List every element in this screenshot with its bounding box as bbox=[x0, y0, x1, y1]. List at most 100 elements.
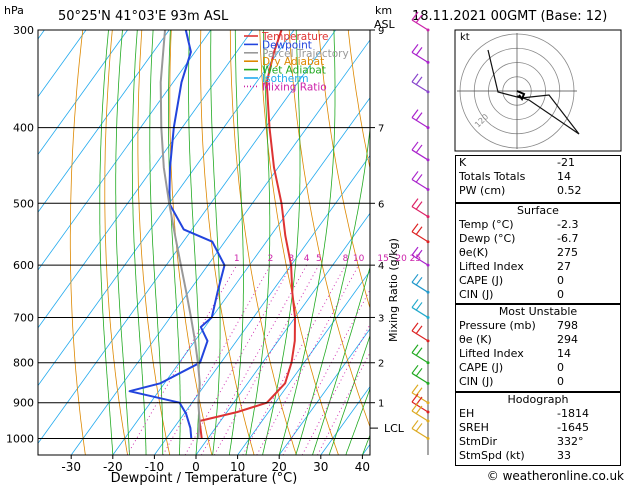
plot-series bbox=[128, 30, 296, 439]
pressure-tick-label: 300 bbox=[13, 24, 34, 37]
hodograph-row: EH -1814 bbox=[456, 407, 620, 421]
mixing-ratio-line bbox=[256, 264, 359, 455]
km-label: km bbox=[375, 4, 392, 17]
mixing-ratio-label: 2 bbox=[268, 254, 274, 264]
wind-barb-shaft bbox=[411, 330, 429, 342]
wind-barb-flag bbox=[411, 171, 419, 180]
wind-barb-flag bbox=[411, 141, 419, 151]
wet-adiabat-line bbox=[245, 30, 271, 455]
wind-barb-dot bbox=[426, 215, 430, 219]
km-tick-label: 3 bbox=[378, 313, 384, 324]
datetime-title: 18.11.2021 00GMT (Base: 12) bbox=[412, 9, 607, 24]
mixing-ratio-label: 10 bbox=[353, 254, 365, 264]
x-tick-label: 40 bbox=[355, 460, 370, 474]
surface-label: θe(K) bbox=[459, 246, 489, 259]
hodograph-box: Hodograph EH -1814 SREH -1645 StmDir 332° S… bbox=[455, 392, 621, 466]
surface-value: 0 bbox=[557, 274, 564, 287]
dry-adiabat-line bbox=[169, 30, 213, 455]
plot-grid bbox=[38, 30, 370, 455]
wind-barb-flag bbox=[415, 76, 423, 86]
legend-label: Wet Adiabat bbox=[262, 65, 326, 77]
indices-table: K -21 Totals Totals 14 PW (cm) 0.52 bbox=[456, 156, 620, 198]
mixing-ratio-label: 15 bbox=[377, 254, 388, 264]
mixing-ratio-line bbox=[162, 264, 271, 455]
pressure-tick-label: 600 bbox=[13, 259, 34, 272]
pressure-tick-label: 500 bbox=[13, 197, 34, 210]
wind-barb-flag bbox=[411, 43, 419, 53]
indices-row: Totals Totals 14 bbox=[456, 170, 620, 184]
wind-barb-shaft bbox=[411, 81, 429, 93]
most-unstable-row: θe (K) 294 bbox=[456, 333, 620, 347]
x-axis-label: Dewpoint / Temperature (°C) bbox=[111, 471, 298, 486]
wind-barb-shaft bbox=[411, 401, 429, 413]
wind-barb-dot bbox=[426, 361, 430, 365]
most-unstable-box: Most Unstable Pressure (mb) 798 θe (K) 294… bbox=[455, 304, 621, 392]
mu-value: 798 bbox=[557, 319, 578, 332]
legend-label: Dewpoint bbox=[262, 39, 312, 51]
wind-barb-flag bbox=[411, 73, 419, 83]
wind-barb-dot bbox=[426, 60, 430, 64]
wind-barb-flag bbox=[411, 198, 419, 207]
most-unstable-row: Pressure (mb) 798 bbox=[456, 319, 620, 333]
pressure-tick-label: 900 bbox=[13, 397, 34, 410]
hodo-label: StmDir bbox=[459, 435, 498, 448]
pressure-tick-label: 800 bbox=[13, 357, 34, 370]
most-unstable-table: Pressure (mb) 798 θe (K) 294 Lifted Index 1… bbox=[456, 319, 620, 389]
wind-barb-flag bbox=[411, 420, 419, 429]
wind-barb-flag bbox=[415, 347, 423, 357]
wet-adiabat-line bbox=[295, 125, 370, 455]
dry-adiabat-line bbox=[229, 30, 297, 455]
index-value: -21 bbox=[557, 156, 575, 169]
surface-label: Lifted Index bbox=[459, 260, 524, 273]
wind-barb-flag bbox=[411, 11, 419, 21]
x-tick-label: -10 bbox=[145, 460, 165, 474]
mu-label: CIN (J) bbox=[459, 375, 494, 388]
wind-barb-flag bbox=[411, 402, 419, 412]
dry-adiabat-line bbox=[347, 30, 370, 171]
wind-barb-column bbox=[411, 11, 430, 455]
km-tick-label: 1 bbox=[378, 399, 384, 410]
hodo-value: -1814 bbox=[557, 407, 589, 420]
isotherm-line bbox=[38, 30, 295, 387]
x-tick-label: 10 bbox=[230, 460, 245, 474]
x-tick-label: -20 bbox=[103, 460, 123, 474]
location-title: 50°25'N 41°03'E 93m ASL bbox=[58, 9, 229, 24]
wet-adiabat-line bbox=[167, 30, 181, 455]
surface-table: Temp (°C) -2.3 Dewp (°C) -6.7 θe(K) 275 Lif… bbox=[456, 218, 620, 302]
hodo-label: StmSpd (kt) bbox=[459, 449, 525, 462]
asl-label: ASL bbox=[374, 18, 396, 31]
wind-barb-dot bbox=[426, 401, 430, 405]
km-tick-label: 6 bbox=[378, 199, 384, 210]
wind-barb-flag bbox=[415, 405, 423, 415]
wind-barb-flag bbox=[415, 249, 423, 259]
wind-barb-flag bbox=[415, 112, 423, 121]
wind-barb-flag bbox=[415, 367, 423, 377]
isotherm-line bbox=[70, 39, 370, 455]
x-tick-label: 0 bbox=[192, 460, 200, 474]
dry-adiabat-line bbox=[259, 30, 339, 455]
wind-barb-shaft bbox=[411, 206, 429, 218]
copyright-text: © weatheronline.co.uk bbox=[487, 469, 624, 483]
km-tick-label: 7 bbox=[378, 124, 384, 135]
wind-barb-shaft bbox=[411, 392, 429, 404]
x-tick-label: -30 bbox=[61, 460, 81, 474]
temperature-series bbox=[198, 30, 296, 439]
isotherm-line bbox=[278, 328, 370, 455]
mixing-ratio-line bbox=[301, 323, 370, 455]
wind-barb-flag bbox=[411, 246, 419, 256]
hodo-label: SREH bbox=[459, 421, 489, 434]
wind-barb-shaft bbox=[411, 254, 429, 266]
wind-barb-dot bbox=[426, 126, 430, 130]
wind-barb-shaft bbox=[411, 306, 429, 318]
dry-adiabat-line bbox=[200, 30, 255, 455]
wind-barb-flag bbox=[411, 273, 419, 283]
mixing-ratio-line bbox=[317, 351, 370, 455]
wind-barb-flag bbox=[411, 109, 419, 118]
wind-barb-shaft bbox=[411, 149, 429, 161]
wind-barb-flag bbox=[415, 325, 423, 335]
mixing-ratio-line bbox=[126, 264, 238, 455]
isotherm-line bbox=[38, 30, 87, 98]
wind-barb-shaft bbox=[411, 51, 429, 63]
wind-barb-flag bbox=[415, 423, 423, 432]
